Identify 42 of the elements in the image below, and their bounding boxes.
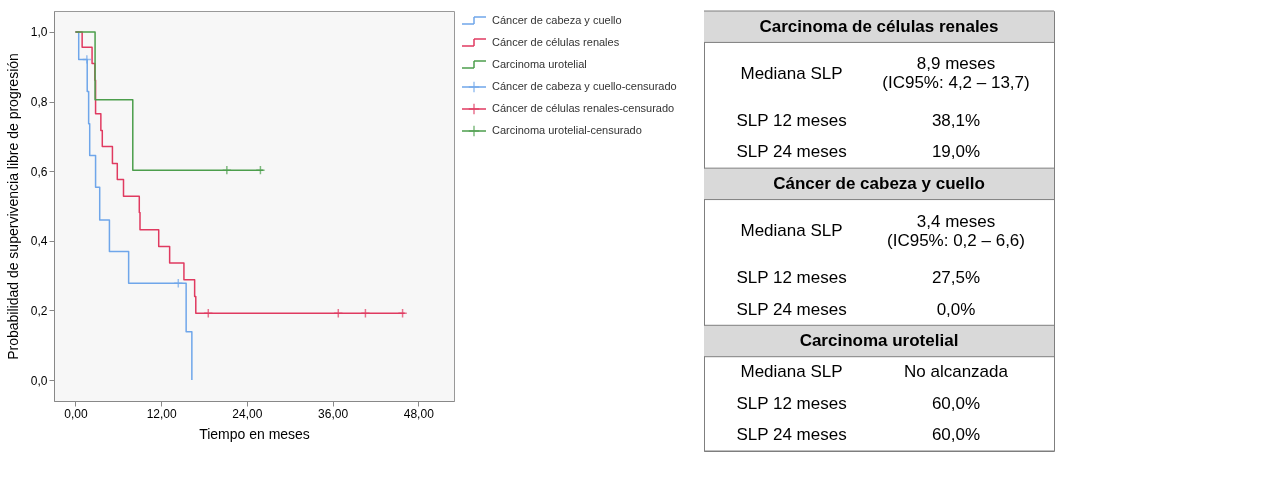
y-tick-label: 0,0 [30, 373, 48, 388]
legend-label: Carcinoma urotelial-censurado [492, 124, 642, 136]
x-tick-label: 48,00 [403, 406, 435, 421]
text: 27,5% [931, 268, 981, 288]
text: 60,0% [931, 425, 981, 445]
y-tick-label: 1,0 [30, 25, 48, 40]
y-tick-label: 0,2 [30, 303, 48, 318]
text: 8,9 meses (IC95%: 4,2 – 13,7) [882, 54, 1030, 93]
x-tick-label: 36,00 [318, 406, 349, 421]
legend-label: Carcinoma urotelial [492, 58, 587, 70]
text: SLP 12 meses [736, 111, 847, 130]
y-axis-title: Probabilidad de supervivencia libre de progresión [4, 53, 21, 360]
y-tick-label: 0,6 [30, 164, 48, 179]
point [221, 165, 232, 176]
text: Cáncer de cabeza y cuello [773, 173, 985, 193]
text: 19,0% [931, 142, 981, 162]
text: No alcanzada [904, 362, 1009, 382]
text: 3,4 meses (IC95%: 0,2 – 6,6) [887, 211, 1025, 250]
y-tick-label: 0,4 [30, 234, 48, 249]
y-tick-label: 0,8 [30, 95, 48, 110]
text: Carcinoma de células renales [759, 16, 999, 36]
text: SLP 12 meses [736, 268, 847, 288]
text: SLP 12 meses [736, 393, 847, 413]
legend-label: Cáncer de cabeza y cuello [492, 14, 622, 26]
text: 60,0% [931, 393, 981, 413]
legend-label: Cáncer de células renales-censurado [492, 102, 675, 114]
text: Mediana SLP [740, 63, 843, 83]
text: Mediana SLP [740, 362, 843, 382]
legend-label: Cáncer de cabeza y cuello-censurado [492, 80, 677, 92]
text: 38,1% [931, 111, 981, 130]
text: SLP 24 meses [736, 425, 847, 445]
x-tick-label: 12,00 [146, 406, 177, 421]
text: Mediana SLP [740, 221, 843, 240]
text: Carcinoma urotelial [799, 331, 959, 350]
point [81, 54, 92, 65]
legend-label: Cáncer de células renales [492, 36, 620, 48]
text: SLP 24 meses [736, 299, 847, 319]
x-tick-label: 24,00 [232, 406, 263, 421]
x-tick-label: 0,00 [64, 406, 88, 421]
text: SLP 24 meses [736, 142, 847, 162]
text: 0,0% [936, 299, 976, 319]
x-axis-title: Tiempo en meses [199, 425, 310, 442]
